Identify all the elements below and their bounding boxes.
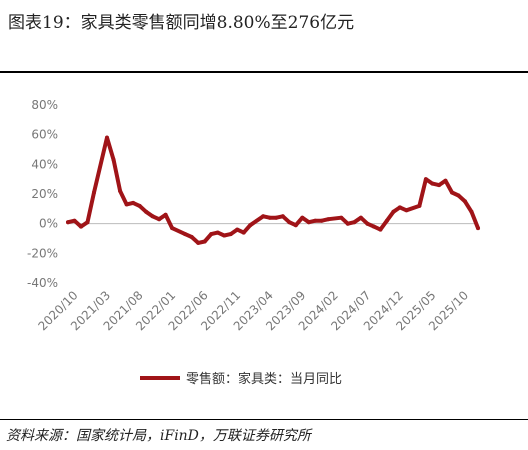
data-point — [437, 183, 441, 188]
data-point — [222, 233, 227, 238]
data-point — [371, 224, 376, 229]
data-point — [157, 217, 162, 222]
data-point — [456, 193, 461, 198]
x-axis: 2020/102021/032021/082022/012022/062022/… — [35, 288, 471, 333]
data-point — [163, 212, 168, 217]
series-line-furniture-retail-yoy — [66, 135, 480, 245]
source-note: 资料来源：国家统计局，iFinD，万联证券研究所 — [6, 428, 311, 444]
data-point — [358, 215, 363, 220]
data-point — [378, 227, 383, 232]
data-point — [235, 227, 240, 232]
data-point — [463, 199, 467, 204]
y-axis: -40% -20% 0% 20% 40% 60% 80% — [27, 98, 58, 290]
top-divider — [0, 71, 528, 73]
data-point — [306, 220, 311, 225]
data-point — [241, 230, 246, 235]
data-point — [118, 189, 123, 193]
legend-label: 零售额：家具类：当月同比 — [186, 371, 342, 387]
data-point — [423, 177, 428, 182]
data-point — [352, 220, 357, 225]
data-point — [280, 214, 285, 219]
bottom-divider — [0, 419, 528, 420]
line-chart: -40% -20% 0% 20% 40% 60% 80% 2020/102021/03202… — [27, 98, 480, 387]
data-point — [287, 220, 292, 225]
y-tick-label: -20% — [27, 246, 58, 260]
data-point — [267, 215, 272, 220]
y-tick-label: 60% — [31, 128, 58, 142]
data-point — [189, 235, 194, 239]
data-point — [443, 178, 448, 183]
data-point — [137, 203, 142, 208]
data-point — [248, 223, 253, 228]
data-point — [397, 205, 402, 210]
data-point — [105, 135, 109, 140]
data-point — [150, 214, 155, 219]
data-point — [450, 190, 454, 195]
data-point — [72, 218, 77, 223]
data-point — [261, 214, 266, 219]
data-point — [131, 200, 136, 205]
legend: 零售额：家具类：当月同比 — [140, 371, 342, 387]
data-point — [215, 230, 220, 235]
data-point — [384, 218, 389, 223]
data-point — [345, 221, 350, 226]
data-point — [430, 181, 435, 186]
data-point — [339, 215, 344, 220]
data-point — [469, 209, 474, 214]
data-point — [79, 224, 83, 229]
y-tick-label: 0% — [39, 217, 58, 231]
data-point — [92, 190, 96, 195]
data-point — [313, 218, 318, 223]
data-point — [183, 232, 188, 237]
series-points — [66, 135, 480, 245]
y-tick-label: 20% — [31, 187, 58, 201]
data-point — [365, 221, 370, 226]
data-point — [209, 232, 214, 237]
data-point — [196, 240, 201, 245]
y-tick-label: -40% — [27, 276, 58, 290]
data-point — [293, 223, 298, 228]
data-point — [404, 208, 409, 213]
data-point — [85, 220, 90, 225]
data-point — [111, 157, 116, 162]
data-point — [326, 217, 331, 222]
chart-title: 图表19：家具类零售额同增8.80%至276亿元 — [8, 13, 355, 33]
data-point — [202, 239, 207, 244]
data-point — [228, 232, 233, 237]
data-point — [391, 209, 396, 214]
data-point — [144, 209, 149, 214]
y-tick-label: 80% — [31, 98, 58, 112]
data-point — [66, 220, 70, 225]
data-point — [319, 218, 324, 223]
data-point — [417, 203, 422, 208]
data-point — [124, 202, 129, 207]
y-tick-label: 40% — [31, 157, 58, 171]
data-point — [476, 226, 480, 231]
data-point — [170, 226, 175, 231]
data-point — [300, 215, 305, 220]
data-point — [274, 215, 279, 220]
